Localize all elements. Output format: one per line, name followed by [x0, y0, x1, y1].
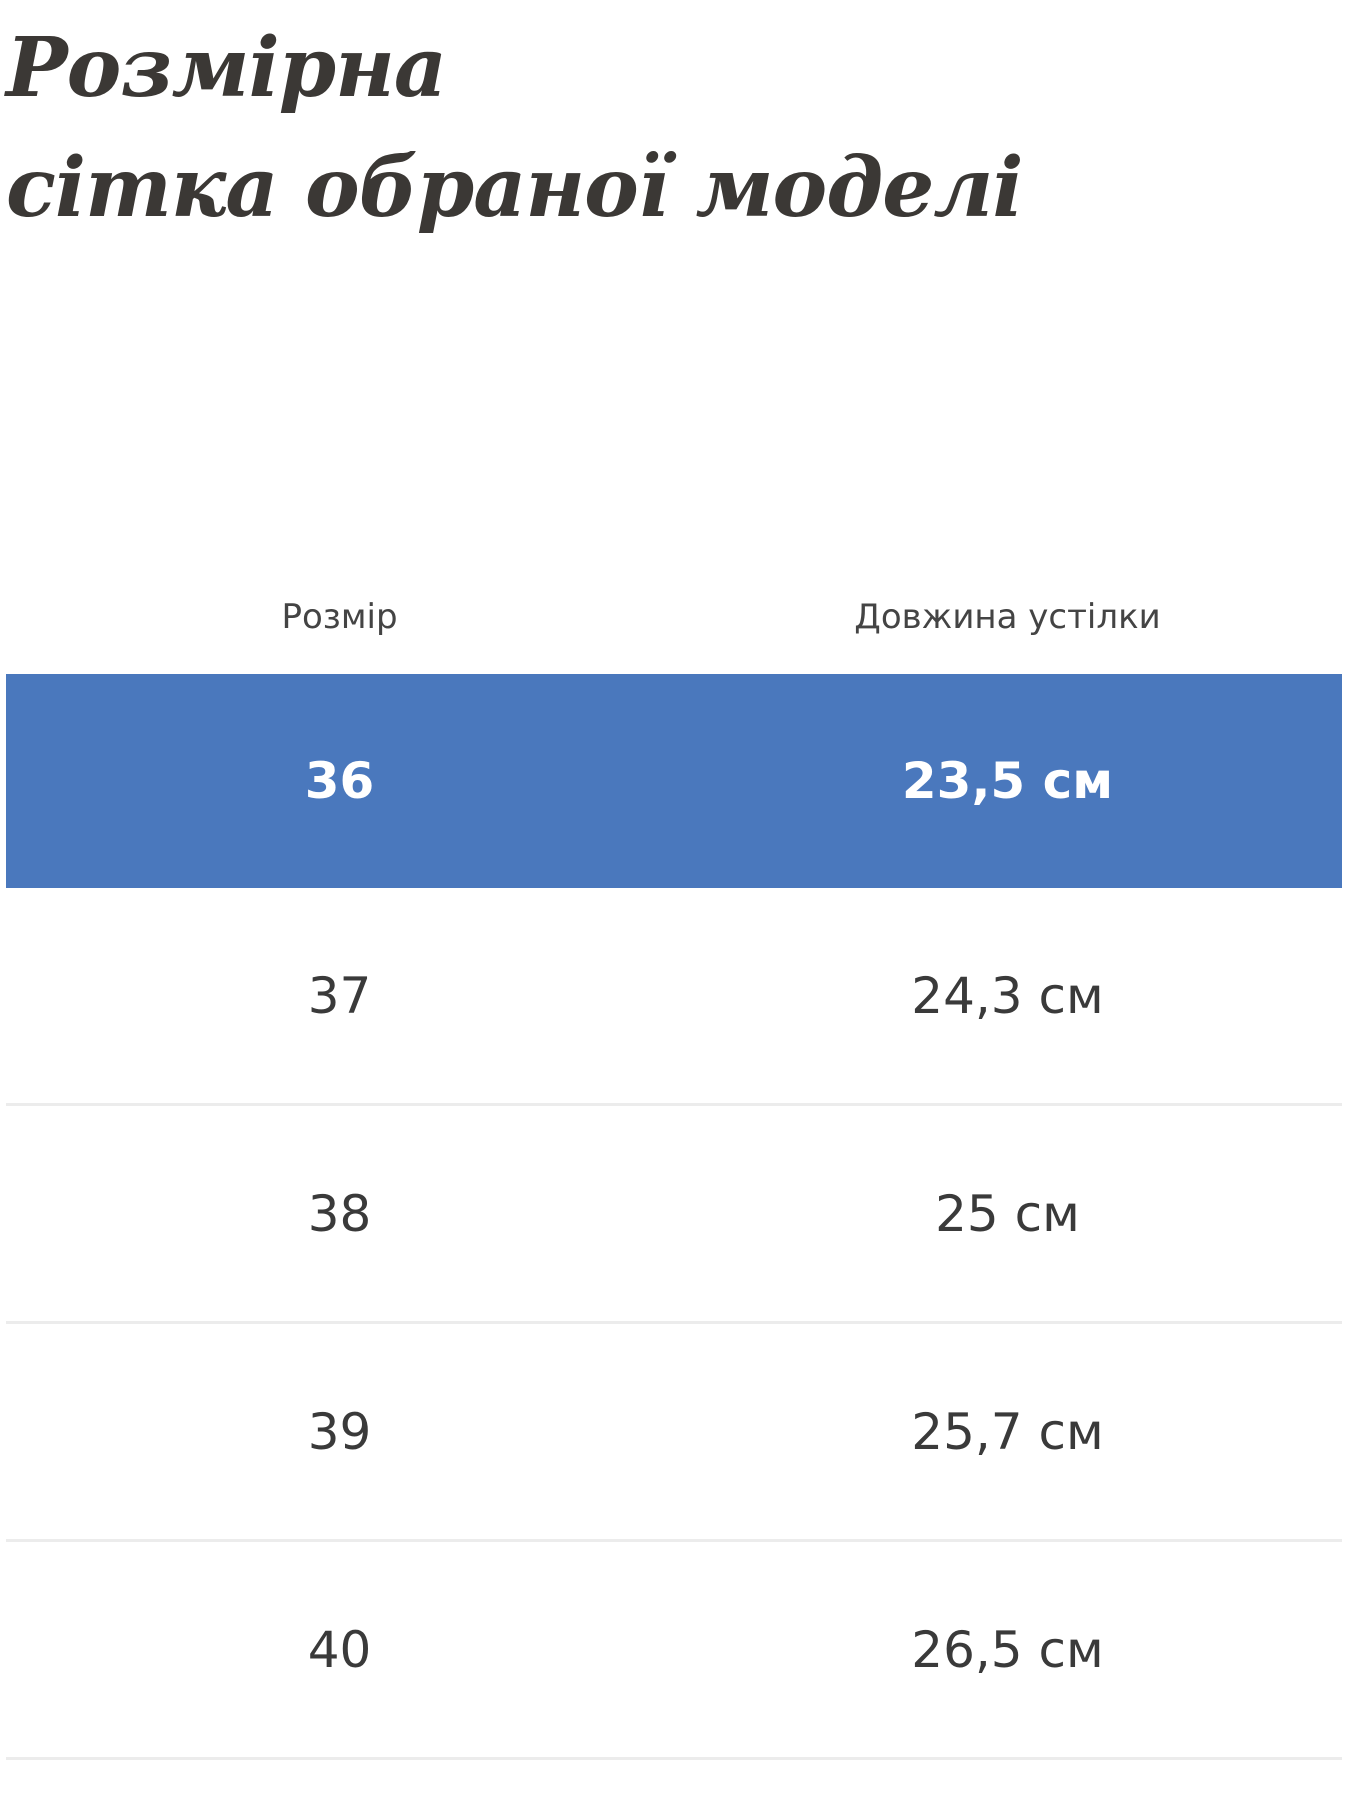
header-size: Розмір — [281, 597, 398, 637]
size-cell: 36 — [304, 752, 375, 810]
table-header: Розмір Довжина устілки — [6, 560, 1342, 674]
size-cell: 39 — [307, 1402, 372, 1461]
page-title: Розмірна сітка обраної моделі — [6, 8, 1024, 248]
table-row[interactable]: 38 25 см — [6, 1106, 1342, 1324]
size-cell: 40 — [307, 1620, 372, 1679]
length-cell: 24,3 см — [911, 966, 1104, 1025]
table-row[interactable]: 37 24,3 см — [6, 888, 1342, 1106]
table-row[interactable]: 40 26,5 см — [6, 1542, 1342, 1760]
size-cell: 37 — [307, 966, 372, 1025]
length-cell: 23,5 см — [901, 752, 1114, 810]
title-line-2: сітка обраної моделі — [6, 140, 1024, 236]
table-row[interactable]: 39 25,7 см — [6, 1324, 1342, 1542]
size-cell: 38 — [307, 1184, 372, 1243]
length-cell: 25 см — [935, 1184, 1080, 1243]
title-line-1: Розмірна — [6, 20, 447, 116]
table-row-selected[interactable]: 36 23,5 см — [6, 674, 1342, 888]
length-cell: 26,5 см — [911, 1620, 1104, 1679]
length-cell: 25,7 см — [911, 1402, 1104, 1461]
size-table: Розмір Довжина устілки 36 23,5 см 37 24,… — [6, 560, 1342, 1760]
header-insole-length: Довжина устілки — [854, 597, 1161, 637]
